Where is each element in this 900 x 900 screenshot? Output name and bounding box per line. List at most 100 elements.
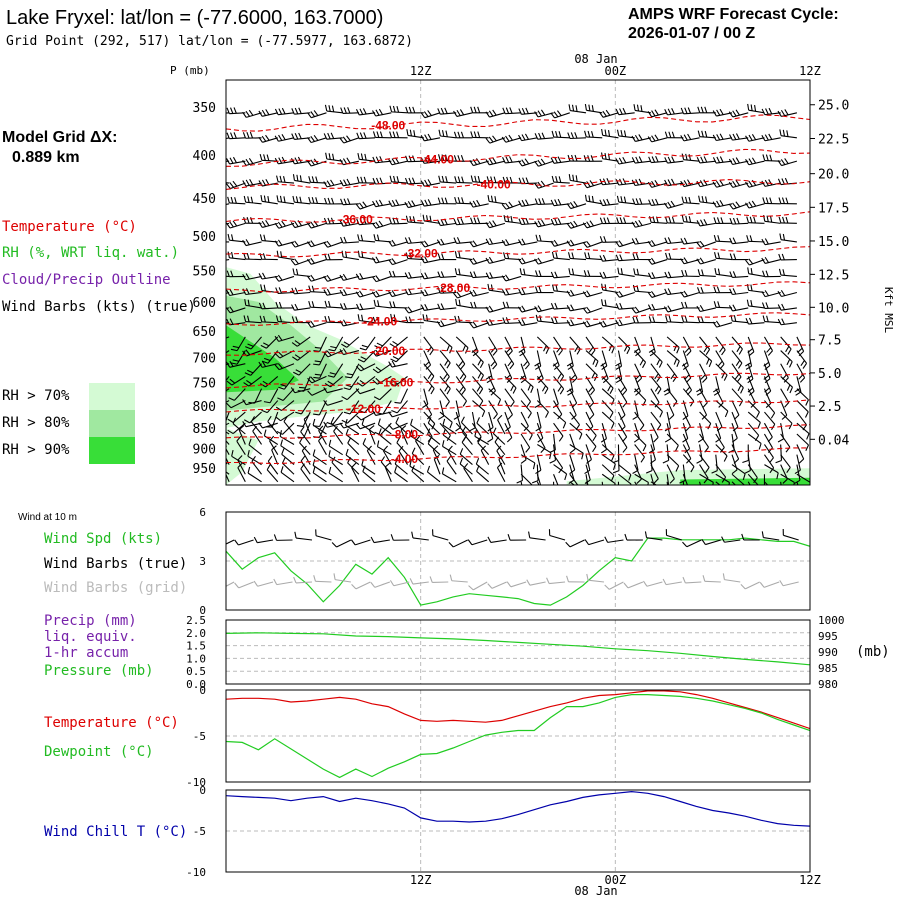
wind-barb (371, 290, 392, 298)
barb-flag (400, 425, 407, 431)
precip-pressure-panel-frame (225, 619, 811, 685)
barb-flag (736, 376, 742, 383)
barb-flag (505, 347, 512, 353)
barb-shaft (585, 336, 596, 351)
barb-shaft (666, 411, 671, 428)
barb-shaft (715, 306, 733, 309)
barb-flag (554, 302, 558, 310)
wind-barb (470, 175, 489, 184)
wind-barb (299, 436, 311, 456)
barb-flag (764, 365, 771, 370)
barb-shaft (447, 450, 457, 465)
barb-flag (712, 482, 714, 485)
wind-barb (777, 290, 798, 298)
barb-flag (662, 459, 669, 464)
barb-flag (588, 386, 594, 393)
barb-shaft (408, 307, 424, 314)
barb-flag (713, 217, 717, 224)
barb-shaft (407, 258, 424, 261)
precip-tick-label: 2.5 (186, 614, 206, 627)
wind-barb (617, 376, 628, 396)
wind-barb (747, 473, 759, 492)
barb-shaft (347, 462, 360, 475)
barb-flag (762, 270, 766, 277)
barb-flag (279, 195, 283, 203)
barb-flag (388, 290, 393, 297)
barb-shaft (368, 429, 376, 445)
barb-flag (490, 390, 496, 396)
barb-flag (574, 154, 578, 162)
barb-flag (716, 134, 721, 141)
wind-barb (469, 271, 489, 279)
barb-flag (667, 108, 672, 115)
wind-barb (420, 133, 441, 142)
barb-flag (375, 275, 380, 281)
wind-barb (388, 199, 408, 207)
barb-flag (704, 106, 708, 113)
wind-barb (276, 250, 295, 261)
barb-flag (360, 176, 364, 184)
wind-barb (731, 423, 738, 443)
barb-flag (756, 486, 759, 492)
barb-flag (262, 272, 266, 279)
barb-flag (258, 302, 263, 310)
barb-flag (699, 240, 705, 247)
wind-barb (372, 363, 392, 374)
barb-shaft (248, 375, 262, 387)
wind-barb (553, 422, 564, 442)
wind-barb (226, 431, 230, 435)
barb-flag (588, 195, 591, 202)
wind-barb (501, 288, 522, 296)
barb-shaft (618, 135, 635, 139)
barb-flag (634, 134, 640, 141)
barb-flag (281, 220, 286, 227)
barb-shaft (699, 274, 716, 277)
barb-shaft (427, 434, 441, 445)
barb-flag (377, 300, 380, 307)
barb-flag (261, 179, 266, 186)
barb-shaft (393, 581, 410, 587)
wind-barb (599, 271, 619, 279)
barb-flag (668, 414, 675, 420)
wind10m-barb-grid (333, 573, 351, 583)
barb-flag (479, 361, 484, 369)
wind-barb (585, 350, 599, 368)
barb-flag (764, 256, 769, 263)
wind-barb (242, 399, 262, 406)
wind10m-barb-grid (566, 575, 585, 583)
barb-shaft (570, 322, 587, 327)
barb-flag (518, 319, 523, 326)
wind-barb (245, 336, 262, 350)
barb-shaft (747, 336, 755, 353)
wind-barb (258, 422, 278, 429)
barb-shaft (301, 450, 311, 465)
barb-shaft (602, 112, 619, 118)
barb-flag (486, 176, 490, 183)
barb-shaft (504, 400, 513, 415)
wind-barb (312, 449, 327, 466)
barb-flag (743, 484, 745, 485)
barb-flag (701, 195, 704, 203)
barb-shaft (232, 422, 246, 434)
barb-shaft (715, 376, 721, 393)
barb-shaft (229, 202, 246, 205)
barb-shaft (326, 182, 343, 188)
wind-barb (715, 444, 728, 462)
barb-flag (737, 384, 742, 392)
barb-flag (785, 346, 790, 353)
barb-flag (248, 109, 254, 116)
wind-barb (566, 350, 574, 370)
wind-barb (394, 388, 409, 404)
barb-flag (601, 128, 604, 136)
barb-shaft (326, 291, 343, 296)
wind10m-barb-true (432, 529, 449, 541)
wind-barb (384, 462, 392, 482)
barb-flag (719, 108, 724, 115)
wind-barb (551, 284, 570, 294)
wind-barb (455, 350, 466, 370)
barb-flag (588, 104, 591, 111)
barb-flag (312, 466, 316, 473)
barb-shaft (617, 363, 623, 380)
barb-flag (276, 175, 279, 182)
barb-flag (227, 429, 234, 435)
